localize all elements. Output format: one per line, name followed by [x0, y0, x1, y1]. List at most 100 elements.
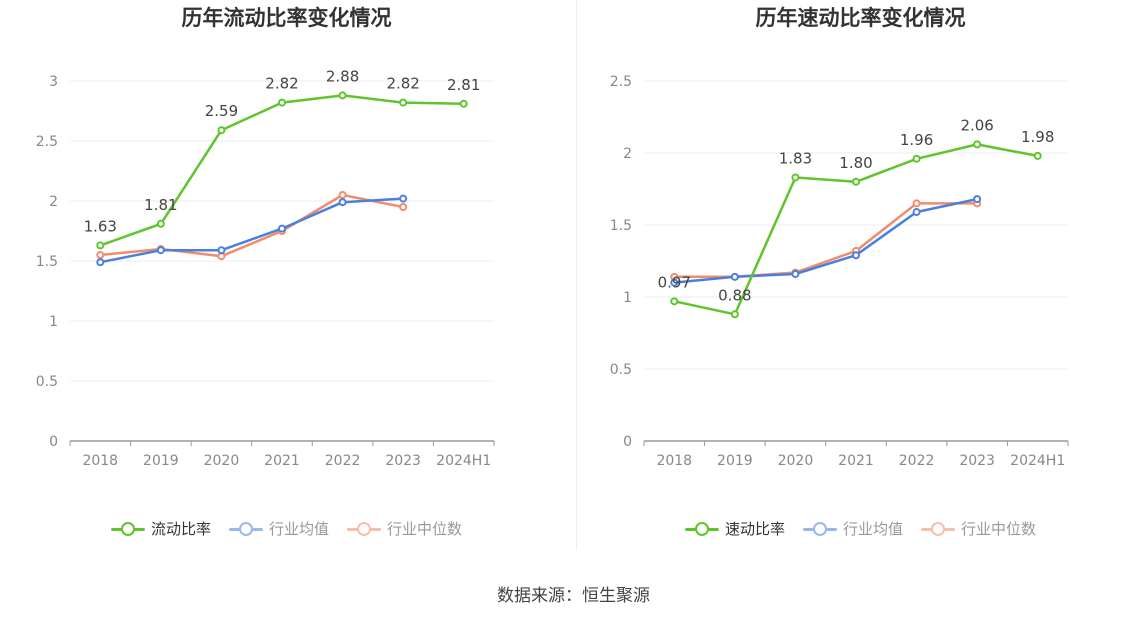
legend-line-circle-icon	[347, 521, 381, 536]
legend-item-industry-average[interactable]: 行业均值	[802, 518, 903, 539]
legend-item-industry-average[interactable]: 行业均值	[228, 518, 329, 539]
y-tick-label: 3	[49, 74, 58, 90]
y-tick-label: 0.5	[36, 374, 58, 390]
y-tick-label: 0	[49, 434, 58, 450]
y-tick-label: 2.5	[610, 74, 632, 90]
data-point	[338, 198, 347, 207]
data-label: 1.96	[900, 131, 933, 149]
y-tick-label: 1.5	[610, 218, 632, 234]
y-tick-label: 2.5	[36, 134, 58, 150]
data-point	[399, 194, 408, 203]
legend-item-quick-ratio[interactable]: 速动比率	[684, 518, 785, 539]
data-label: 2.81	[447, 76, 480, 94]
x-tick-label: 2020	[778, 453, 814, 469]
data-point	[96, 251, 105, 259]
legend-item-industry-median[interactable]: 行业中位数	[347, 518, 462, 539]
legend-line-circle-icon	[110, 521, 145, 536]
legend: 流动比率 行业均值 行业中位数	[0, 518, 573, 539]
legend-line-circle-icon	[921, 521, 955, 536]
data-label: 0.97	[658, 273, 691, 291]
data-point	[156, 219, 165, 228]
data-point	[459, 99, 468, 108]
x-tick-label: 2021	[838, 453, 874, 469]
legend-label: 行业中位数	[961, 520, 1037, 538]
legend: 速动比率 行业均值 行业中位数	[574, 518, 1147, 539]
x-tick-label: 2022	[899, 453, 935, 469]
x-tick-label: 2018	[656, 453, 692, 469]
data-point	[912, 199, 921, 208]
data-point	[852, 251, 860, 260]
y-tick-label: 1	[623, 290, 632, 306]
data-label: 2.82	[265, 75, 298, 93]
chart-title: 历年流动比率变化情况	[181, 6, 392, 30]
data-point	[670, 297, 679, 306]
legend-item-industry-median[interactable]: 行业中位数	[921, 518, 1036, 539]
data-point	[912, 208, 921, 217]
quick-ratio-chart-panel: 历年速动比率变化情况 0 0.5 1 1.5 2 2.5 2018 2019 2020 2021 2…	[574, 0, 1147, 560]
legend-line-circle-icon	[802, 521, 837, 536]
panel-divider	[576, 0, 577, 550]
legend-line-circle-icon	[684, 521, 719, 536]
x-tick-label: 2024H1	[436, 453, 491, 469]
data-label: 2.88	[326, 67, 359, 85]
data-label: 2.82	[386, 75, 419, 93]
data-point	[96, 241, 105, 250]
data-point	[1033, 151, 1042, 160]
data-point	[338, 91, 347, 100]
legend-label: 流动比率	[150, 520, 211, 538]
data-point	[338, 191, 347, 199]
legend-item-current-ratio[interactable]: 流动比率	[110, 518, 211, 539]
y-tick-label: 2	[49, 194, 58, 210]
data-point	[399, 98, 408, 107]
x-tick-label: 2023	[959, 453, 995, 469]
data-point	[852, 177, 860, 186]
x-tick-label: 2020	[204, 453, 240, 469]
series-line	[99, 94, 464, 247]
y-tick-label: 1	[49, 314, 58, 330]
data-point	[670, 278, 679, 287]
data-point	[912, 154, 921, 163]
data-point	[730, 310, 739, 319]
legend-label: 行业均值	[268, 520, 329, 538]
y-tick-label: 0.5	[610, 362, 632, 378]
data-label: 1.63	[84, 217, 117, 235]
legend-label: 行业中位数	[387, 520, 463, 538]
legend-label: 速动比率	[724, 520, 785, 538]
x-tick-label: 2019	[143, 453, 179, 469]
data-point	[96, 258, 105, 267]
y-tick-label: 1.5	[36, 254, 58, 270]
series-line	[674, 197, 978, 284]
series-line	[100, 193, 404, 258]
current-ratio-chart-panel: 历年流动比率变化情况 0 0.5 1 1.5 2 2.5 3 2018 2019 2020 2021…	[0, 0, 573, 560]
x-tick-label: 2021	[264, 453, 300, 469]
data-label: 2.59	[205, 102, 238, 120]
data-label: 0.88	[718, 286, 751, 304]
data-point	[973, 195, 982, 204]
chart-title: 历年速动比率变化情况	[755, 6, 966, 30]
x-tick-label: 2024H1	[1010, 453, 1065, 469]
data-point	[217, 246, 226, 255]
x-tick-label: 2023	[385, 453, 421, 469]
x-tick-label: 2018	[82, 453, 118, 469]
legend-label: 行业均值	[842, 520, 903, 538]
series-line	[100, 197, 404, 264]
data-label: 1.98	[1021, 128, 1054, 146]
data-label: 1.83	[779, 149, 812, 167]
data-point	[156, 246, 165, 255]
data-point	[278, 224, 286, 233]
legend-line-circle-icon	[228, 521, 263, 536]
data-point	[791, 269, 800, 278]
data-point	[791, 173, 800, 182]
y-tick-label: 2	[623, 146, 632, 162]
data-point	[217, 126, 226, 135]
data-label: 1.81	[144, 196, 177, 214]
y-tick-label: 0	[623, 434, 632, 450]
x-tick-label: 2019	[717, 453, 753, 469]
data-label: 1.80	[839, 154, 872, 172]
data-point	[399, 203, 408, 211]
data-label: 2.06	[960, 116, 993, 134]
quick-ratio-chart: 0 0.5 1 1.5 2 2.5 2018 2019 2020 2021 2022 2023 2024…	[610, 74, 1069, 469]
data-source-note: 数据来源：恒生聚源	[497, 586, 650, 606]
data-point	[730, 272, 739, 281]
data-point	[973, 140, 982, 149]
